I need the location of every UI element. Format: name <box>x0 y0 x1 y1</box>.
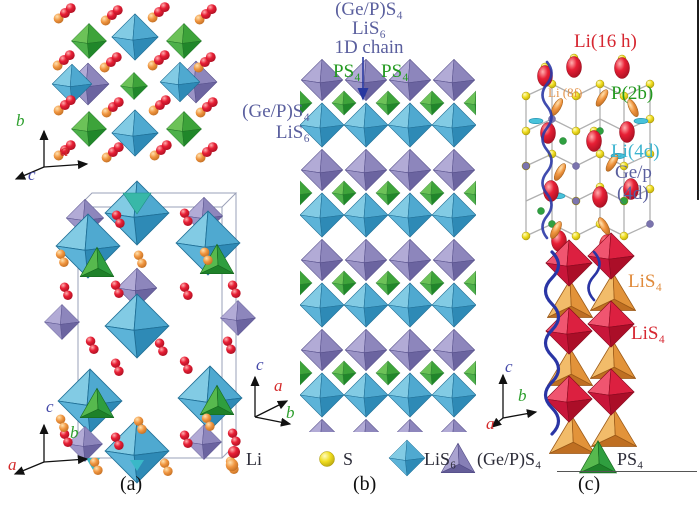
side-label: (Ge/P)S₄ LiS₆ <box>222 101 310 143</box>
li-sphere-pair-icon <box>225 446 240 472</box>
chain-label-line1: (Ge/P)S₄ <box>335 0 403 20</box>
panel-c-ballstick-structure <box>521 53 655 256</box>
axes-c <box>490 373 538 428</box>
ge-p-4d-label-line1: Ge/p <box>615 162 652 183</box>
legend-label-lis6: LiS₆ <box>424 449 457 469</box>
panel-letter-c: (c) <box>578 473 601 495</box>
axis-label-b: b <box>70 423 79 442</box>
side-label-line1: (Ge/P)S₄ <box>242 101 310 122</box>
chain-label: (Ge/P)S₄ LiS₆ 1D chain <box>305 0 433 57</box>
sulfur-sphere-icon <box>319 451 335 467</box>
axis-label-a: a <box>274 376 283 395</box>
legend-label-ps4: PS₄ <box>617 449 644 469</box>
lis6-octahedron-icon <box>388 439 426 477</box>
li-16h-label: Li(16 h) <box>574 31 637 52</box>
ge-p-4d-label-line2: (4d) <box>617 183 649 204</box>
legend-label-geps4: (Ge/P)S₄ <box>477 449 542 469</box>
panel-letter-b: (b) <box>353 473 377 495</box>
axis-label-c: c <box>28 165 36 184</box>
figure-bottom-rule <box>557 471 697 472</box>
chain-label-line3: 1D chain <box>334 37 404 58</box>
legend-icons <box>225 439 617 477</box>
li-diffusion-path <box>541 60 553 240</box>
axes-b <box>250 375 292 427</box>
lis4-lower-label: LiS₄ <box>631 323 666 344</box>
axis-label-a: a <box>60 141 69 160</box>
axes-a-bottom <box>13 423 89 475</box>
p-2b-label: P(2b) <box>611 83 654 104</box>
axis-label-b: b <box>16 111 25 130</box>
axis-label-b: b <box>518 386 527 405</box>
axis-label-c: c <box>46 397 54 416</box>
li-diffusion-path <box>543 250 561 436</box>
axis-label-b: b <box>286 403 295 422</box>
axes-a-top <box>14 129 89 180</box>
li-diffusion-path-short <box>587 250 601 302</box>
panel-c-tetrahedra-column <box>543 232 637 454</box>
lis4-upper-label: LiS₄ <box>628 271 663 292</box>
panel-b-structure <box>300 57 476 432</box>
ps4-label-left: PS₄ <box>333 61 361 82</box>
ps4-label-right: PS₄ <box>381 61 409 82</box>
panel-letter-a: (a) <box>120 473 143 495</box>
li-8f-label: Li (8f) <box>548 85 583 100</box>
axis-label-a: a <box>486 414 495 433</box>
chain-label-line2: LiS₆ <box>351 18 387 39</box>
figure-right-border <box>697 0 699 200</box>
axis-label-c: c <box>505 357 513 376</box>
axis-label-a: a <box>8 455 17 474</box>
axis-label-c: c <box>256 355 264 374</box>
side-label-line2: LiS₆ <box>275 122 310 143</box>
li-4d-label: Li(4d) <box>611 141 660 162</box>
panel-a-bottom-structure <box>44 180 256 484</box>
panel-a-top-structure <box>51 2 218 163</box>
legend-label-s: S <box>343 449 354 469</box>
legend-label-li: Li <box>246 449 262 469</box>
